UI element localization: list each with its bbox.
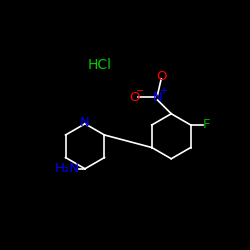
Text: N: N — [152, 91, 162, 104]
Text: HCl: HCl — [88, 58, 112, 72]
Text: +: + — [159, 86, 167, 96]
Text: F: F — [203, 118, 211, 132]
Text: H₂N: H₂N — [55, 162, 80, 175]
Text: −: − — [136, 86, 144, 96]
Text: O: O — [156, 70, 166, 83]
Text: N: N — [80, 116, 90, 129]
Text: O: O — [130, 91, 140, 104]
